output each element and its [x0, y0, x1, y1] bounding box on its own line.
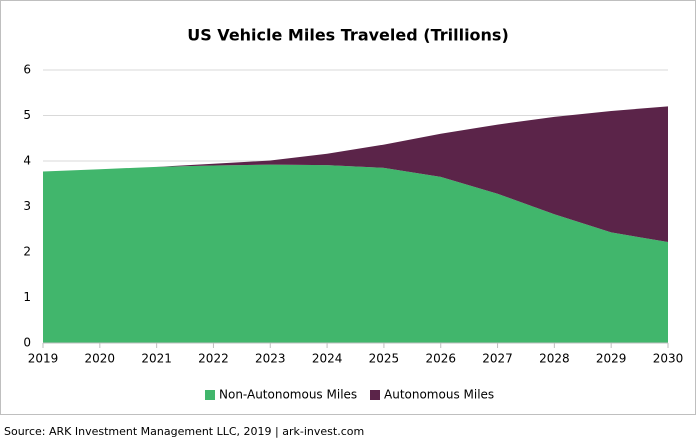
legend-swatch [205, 390, 215, 400]
legend-swatch [370, 390, 380, 400]
source-note: Source: ARK Investment Management LLC, 2… [4, 425, 364, 438]
x-tick-label: 2022 [198, 352, 229, 366]
chart-title: US Vehicle Miles Traveled (Trillions) [187, 26, 509, 45]
x-tick-label: 2021 [141, 352, 172, 366]
y-tick-label: 0 [23, 336, 31, 350]
y-tick-label: 6 [23, 63, 31, 77]
x-tick-label: 2030 [653, 352, 684, 366]
x-tick-label: 2025 [369, 352, 400, 366]
x-tick-label: 2028 [539, 352, 570, 366]
area [43, 164, 668, 343]
y-tick-label: 5 [23, 108, 31, 122]
legend-label: Non-Autonomous Miles [219, 388, 357, 402]
x-tick-label: 2026 [425, 352, 456, 366]
area [43, 106, 668, 242]
x-tick-label: 2020 [85, 352, 116, 366]
y-tick-label: 4 [23, 154, 31, 168]
x-tick-label: 2027 [482, 352, 513, 366]
x-tick-label: 2029 [596, 352, 627, 366]
x-tick-label: 2023 [255, 352, 286, 366]
y-tick-label: 2 [23, 245, 31, 259]
legend-label: Autonomous Miles [384, 388, 494, 402]
x-tick-label: 2024 [312, 352, 343, 366]
x-tick-label: 2019 [28, 352, 59, 366]
y-tick-label: 3 [23, 199, 31, 213]
y-tick-label: 1 [23, 290, 31, 304]
